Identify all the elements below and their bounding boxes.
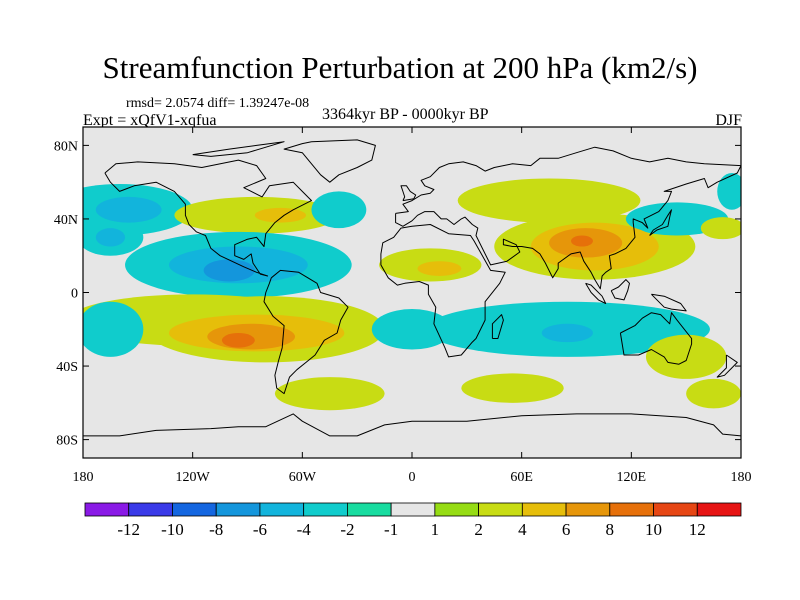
lon-tick-label: 60W — [289, 470, 317, 485]
lat-tick-label: 80S — [56, 434, 78, 449]
colorbar-swatch — [259, 502, 305, 517]
colorbar-label: 4 — [518, 520, 527, 539]
lat-tick-label: 0 — [71, 287, 78, 302]
contour-fills — [83, 172, 741, 411]
lon-tick-label: 180 — [73, 470, 94, 485]
colorbar-swatch — [303, 502, 348, 517]
coastline-eurasia — [395, 146, 741, 290]
colorbar-label: -10 — [161, 520, 184, 539]
colorbar-label: -4 — [297, 520, 312, 539]
colorbar-swatch — [215, 502, 261, 517]
contour-region — [83, 301, 144, 357]
coastline-new-zealand — [716, 354, 738, 378]
colorbar-swatch — [172, 502, 217, 517]
contour-region — [571, 235, 593, 247]
lat-tick-label: 40N — [54, 213, 78, 228]
contour-region — [686, 378, 741, 409]
colorbar-label: -8 — [209, 520, 223, 539]
lon-tick-label: 120E — [617, 470, 647, 485]
contour-region — [717, 172, 741, 210]
coastline-africa — [380, 224, 506, 358]
coastlines — [83, 139, 741, 437]
contour-region — [541, 323, 593, 343]
lon-tick-label: 120W — [176, 470, 211, 485]
colorbar-label: 10 — [645, 520, 662, 539]
coastline-madagascar — [491, 314, 504, 339]
contour-region — [95, 228, 126, 247]
colorbar-swatch — [84, 502, 130, 517]
colorbar-label: -2 — [340, 520, 354, 539]
contour-region — [457, 178, 641, 223]
colorbar-swatch — [434, 502, 480, 517]
experiment-label: Expt = xQfV1-xqfua — [83, 112, 217, 129]
colorbar-swatch — [696, 502, 742, 517]
contour-region — [311, 191, 367, 229]
coastline-arctic-islands — [192, 141, 285, 157]
lon-tick-label: 180 — [731, 470, 752, 485]
contour-region — [461, 373, 564, 403]
colorbar-label: 6 — [562, 520, 571, 539]
colorbar-label: 8 — [606, 520, 615, 539]
contour-region — [221, 332, 255, 348]
coastline-japan — [649, 209, 672, 236]
contour-region — [254, 207, 306, 223]
colorbar-label: 1 — [431, 520, 440, 539]
lat-tick-label: 40S — [56, 360, 78, 375]
contour-region — [645, 334, 727, 379]
colorbar-swatch — [128, 502, 173, 517]
contour-region — [371, 309, 453, 350]
stats-label: rmsd= 2.0574 diff= 1.39247e-08 — [126, 96, 310, 111]
contour-region — [274, 377, 385, 411]
colorbar-swatch — [521, 502, 567, 517]
contour-region — [700, 217, 741, 240]
colorbar-label: 12 — [689, 520, 706, 539]
season-label: DJF — [715, 112, 742, 129]
coastline-greenland — [283, 139, 376, 183]
colorbar-swatch — [565, 502, 611, 517]
coastline-antarctica — [83, 413, 741, 437]
axis-ticks: 80N 40N 0 40S 80S 180 120W 60W 0 60E 120E 180 — [54, 127, 752, 485]
colorbar-label: -1 — [384, 520, 398, 539]
coastline-south-america — [263, 269, 349, 395]
colorbar-label: -12 — [117, 520, 140, 539]
colorbar-label: -6 — [253, 520, 267, 539]
contour-region — [95, 196, 162, 223]
lon-tick-label: 60E — [510, 470, 533, 485]
colorbar-swatch — [346, 502, 392, 517]
colorbar-swatch — [390, 502, 436, 517]
colorbar-label: 2 — [474, 520, 483, 539]
coastline-borneo — [610, 279, 630, 301]
coastline-great-britain — [400, 185, 417, 202]
colorbar: -12 -10 -8 -6 -4 -2 -1 1 2 4 6 8 10 12 — [84, 502, 742, 539]
plot-title: Streamfunction Perturbation at 200 hPa (… — [102, 50, 698, 85]
colorbar-swatch — [609, 502, 654, 517]
contour-region — [417, 261, 462, 276]
coastline-sumatra — [585, 282, 607, 304]
lon-tick-label: 0 — [409, 470, 416, 485]
period-label: 3364kyr BP - 0000kyr BP — [322, 106, 489, 123]
lat-tick-label: 80N — [54, 139, 78, 154]
coastline-australia — [619, 312, 693, 365]
colorbar-swatch — [478, 502, 523, 517]
coastline-north-america — [104, 159, 312, 277]
coastline-new-guinea — [651, 293, 687, 312]
contour-region — [203, 259, 255, 282]
colorbar-swatch — [653, 502, 698, 517]
